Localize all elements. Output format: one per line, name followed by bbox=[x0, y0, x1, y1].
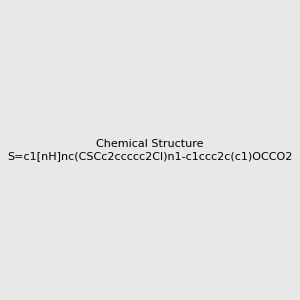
Text: Chemical Structure
S=c1[nH]nc(CSCc2ccccc2Cl)n1-c1ccc2c(c1)OCCO2: Chemical Structure S=c1[nH]nc(CSCc2ccccc… bbox=[7, 139, 293, 161]
